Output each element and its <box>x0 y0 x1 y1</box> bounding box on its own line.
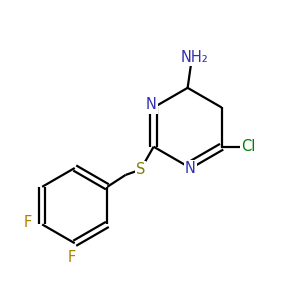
Text: NH₂: NH₂ <box>180 50 208 65</box>
Text: F: F <box>68 250 76 266</box>
Text: N: N <box>185 161 196 176</box>
Text: N: N <box>146 98 156 112</box>
Text: S: S <box>136 162 145 177</box>
Text: Cl: Cl <box>242 139 256 154</box>
Text: F: F <box>23 215 32 230</box>
